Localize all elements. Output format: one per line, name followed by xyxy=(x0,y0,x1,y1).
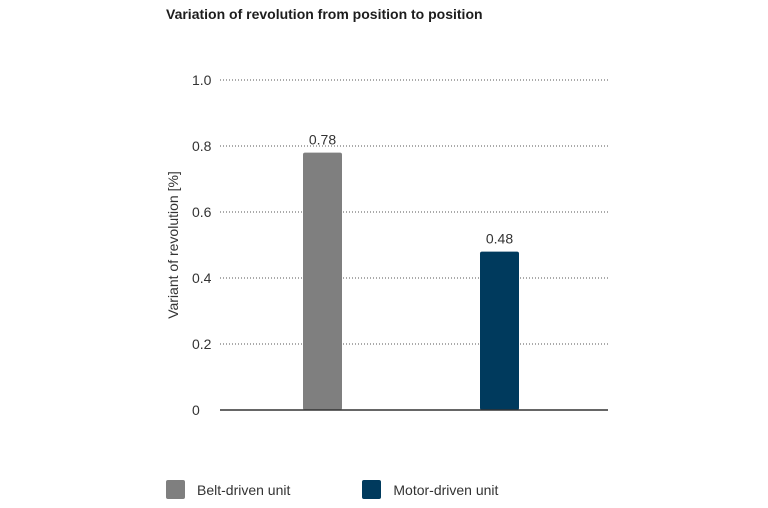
chart-title: Variation of revolution from position to… xyxy=(166,6,483,22)
y-tick-labels: 0 0.2 0.4 0.6 0.8 1.0 xyxy=(192,72,212,418)
y-tick-label: 0.6 xyxy=(192,204,212,220)
value-label: 0.48 xyxy=(486,231,513,247)
bar-motor-driven xyxy=(480,251,519,410)
value-label: 0.78 xyxy=(309,132,336,148)
y-tick-label: 0.4 xyxy=(192,270,212,286)
legend-label-motor-driven: Motor-driven unit xyxy=(393,481,499,498)
bar-chart: 0 0.2 0.4 0.6 0.8 1.0 0.78 0.48 Variant of rev… xyxy=(165,72,608,418)
legend-swatch-motor-driven xyxy=(362,480,382,499)
bars xyxy=(303,152,519,410)
legend-item-motor-driven: Motor-driven unit xyxy=(362,480,498,499)
y-tick-label: 0 xyxy=(192,402,200,418)
y-tick-label: 0.8 xyxy=(192,138,212,154)
value-labels: 0.78 0.48 xyxy=(309,132,513,247)
legend-label-belt-driven: Belt-driven unit xyxy=(197,481,291,498)
y-tick-label: 0.2 xyxy=(192,336,212,352)
grid-lines xyxy=(220,79,608,345)
y-axis-label: Variant of revolution [%] xyxy=(165,171,181,319)
legend: Belt-driven unit Motor-driven unit xyxy=(166,480,570,499)
legend-swatch-belt-driven xyxy=(166,480,185,499)
y-tick-label: 1.0 xyxy=(192,72,212,88)
legend-item-belt-driven: Belt-driven unit xyxy=(166,480,290,499)
bar-belt-driven xyxy=(303,152,342,410)
